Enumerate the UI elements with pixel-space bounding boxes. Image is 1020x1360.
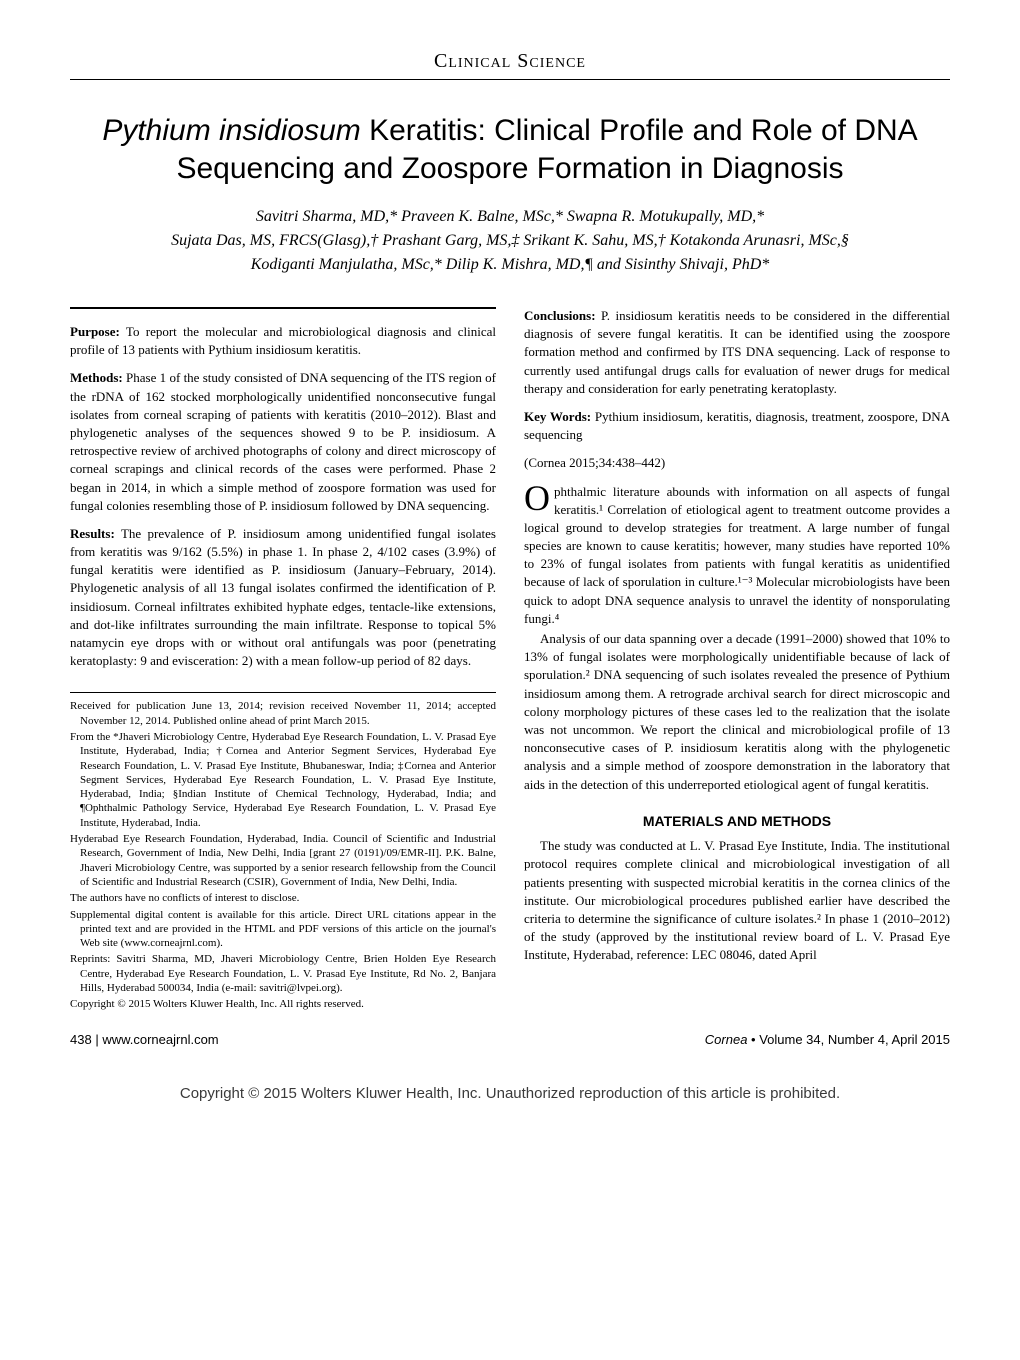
authors-line-2: Sujata Das, MS, FRCS(Glasg),† Prashant G… [171, 232, 849, 249]
intro-para-1-text: phthalmic literature abounds with inform… [524, 484, 950, 626]
purpose-label: Purpose: [70, 324, 120, 339]
keywords: Key Words: Pythium insidiosum, keratitis… [524, 408, 950, 444]
footer-left: 438 | www.corneajrnl.com [70, 1032, 219, 1047]
footer-sep: | [92, 1032, 103, 1047]
abstract-results: Results: The prevalence of P. insidiosum… [70, 525, 496, 671]
abstract-methods: Methods: Phase 1 of the study consisted … [70, 369, 496, 515]
introduction-text: Ophthalmic literature abounds with infor… [524, 483, 950, 794]
footnote-rule [70, 692, 496, 693]
materials-methods-heading: MATERIALS AND METHODS [524, 812, 950, 832]
title-italic-species: Pythium insidiosum [102, 114, 360, 147]
article-title: Pythium insidiosum Keratitis: Clinical P… [70, 112, 950, 187]
authors-line-1: Savitri Sharma, MD,* Praveen K. Balne, M… [256, 208, 764, 225]
page-footer: 438 | www.corneajrnl.com Cornea • Volume… [70, 1032, 950, 1047]
journal-name: Cornea [705, 1032, 748, 1047]
header-rule [70, 79, 950, 80]
authors-line-3: Kodiganti Manjulatha, MSc,* Dilip K. Mis… [251, 256, 770, 273]
page-number: 438 [70, 1032, 92, 1047]
intro-para-1: Ophthalmic literature abounds with infor… [524, 483, 950, 629]
footnote-supplemental: Supplemental digital content is availabl… [70, 908, 496, 951]
abstract-conclusions: Conclusions: P. insidiosum keratitis nee… [524, 307, 950, 398]
results-text: The prevalence of P. insidiosum among un… [70, 526, 496, 668]
keywords-label: Key Words: [524, 409, 591, 424]
methods-text: The study was conducted at L. V. Prasad … [524, 837, 950, 964]
footer-url: www.corneajrnl.com [102, 1032, 218, 1047]
methods-label: Methods: [70, 370, 123, 385]
section-header: Clinical Science [70, 50, 950, 73]
footnote-block: Received for publication June 13, 2014; … [70, 699, 496, 1011]
copyright-bar: Copyright © 2015 Wolters Kluwer Health, … [0, 1067, 1020, 1116]
methods-para-1: The study was conducted at L. V. Prasad … [524, 837, 950, 964]
footnote-coi: The authors have no conflicts of interes… [70, 891, 496, 905]
two-column-body: Purpose: To report the molecular and mic… [70, 307, 950, 1012]
footnote-received: Received for publication June 13, 2014; … [70, 699, 496, 728]
author-list: Savitri Sharma, MD,* Praveen K. Balne, M… [70, 205, 950, 277]
conclusions-label: Conclusions: [524, 308, 596, 323]
abstract-block: Purpose: To report the molecular and mic… [70, 307, 496, 670]
abstract-purpose: Purpose: To report the molecular and mic… [70, 323, 496, 359]
footnote-affiliations: From the *Jhaveri Microbiology Centre, H… [70, 730, 496, 830]
citation: (Cornea 2015;34:438–442) [524, 454, 950, 472]
intro-para-2: Analysis of our data spanning over a dec… [524, 630, 950, 794]
purpose-text: To report the molecular and microbiologi… [70, 324, 496, 357]
methods-text: Phase 1 of the study consisted of DNA se… [70, 370, 496, 512]
footnote-funding: Hyderabad Eye Research Foundation, Hyder… [70, 832, 496, 889]
footnote-reprints: Reprints: Savitri Sharma, MD, Jhaveri Mi… [70, 952, 496, 995]
dropcap: O [524, 483, 554, 513]
footer-right: Cornea • Volume 34, Number 4, April 2015 [705, 1032, 950, 1047]
results-label: Results: [70, 526, 115, 541]
footnote-copyright: Copyright © 2015 Wolters Kluwer Health, … [70, 997, 496, 1011]
